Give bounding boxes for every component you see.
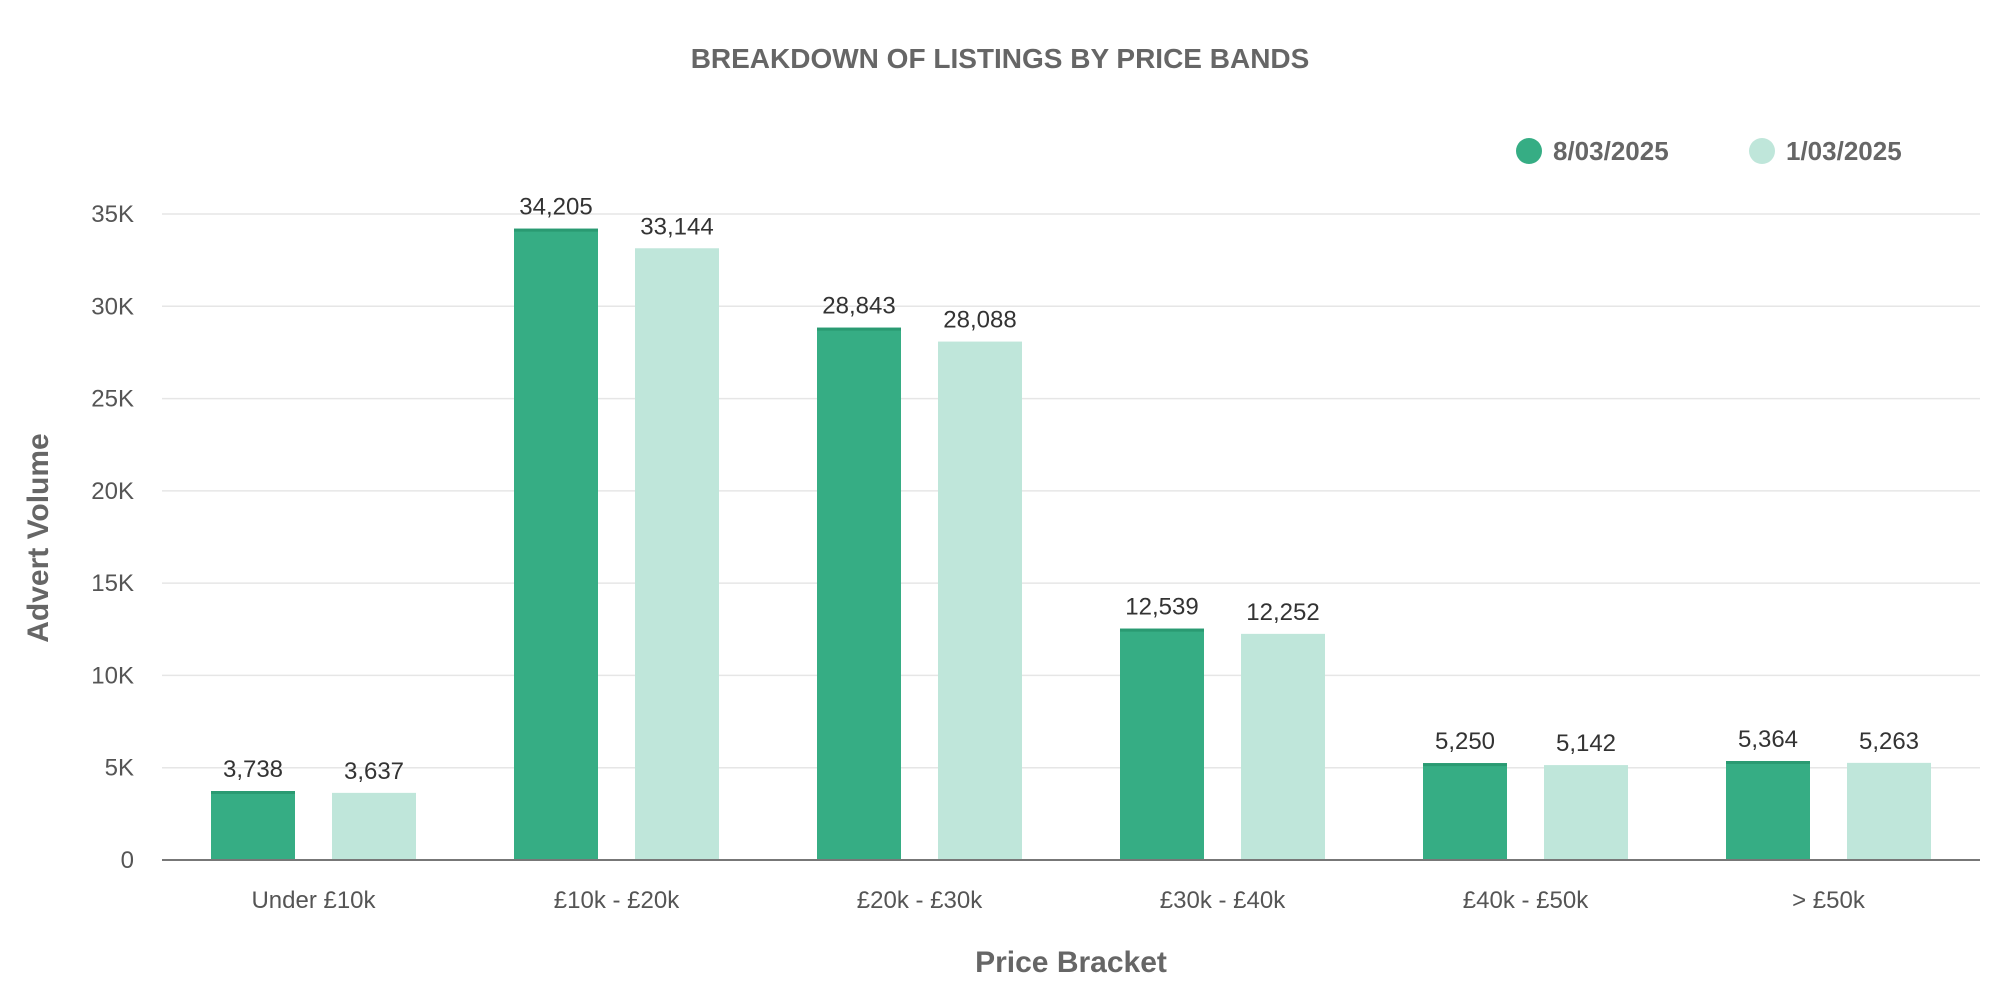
bar-series-1: [1423, 763, 1507, 860]
data-label: 34,205: [519, 194, 592, 221]
bar-series-2: [332, 792, 416, 860]
y-tick-label: 25K: [91, 386, 134, 413]
y-tick-label: 30K: [91, 293, 134, 320]
legend-item[interactable]: 8/03/2025: [1516, 136, 1669, 166]
data-label: 33,144: [640, 213, 713, 240]
legend: 8/03/2025 1/03/2025: [1516, 136, 1902, 166]
data-label: 5,142: [1556, 730, 1616, 757]
y-tick-label: 15K: [91, 570, 134, 597]
y-tick-label: 35K: [91, 201, 134, 228]
data-label: 3,738: [223, 756, 283, 783]
data-label: 3,637: [344, 758, 404, 785]
data-label: 28,088: [943, 307, 1016, 334]
data-label: 5,250: [1435, 728, 1495, 755]
legend-label: 8/03/2025: [1553, 136, 1669, 166]
bar-series-2: [938, 341, 1022, 860]
x-tick-label: Under £10k: [251, 887, 376, 914]
bar-series-2: [635, 248, 719, 860]
x-tick-label: £10k - £20k: [554, 887, 680, 914]
y-axis-ticks: 0 5K 10K 15K 20K 25K 30K 35K: [91, 201, 134, 874]
x-axis-title: Price Bracket: [975, 946, 1167, 979]
data-label: 12,539: [1125, 594, 1198, 621]
legend-item[interactable]: 1/03/2025: [1749, 136, 1902, 166]
x-axis-ticks: Under £10k £10k - £20k £20k - £30k £30k - £…: [251, 887, 1865, 914]
bar-series-2: [1241, 633, 1325, 860]
bar-series-2: [1544, 765, 1628, 860]
x-tick-label: > £50k: [1792, 887, 1866, 914]
legend-marker: [1516, 138, 1542, 164]
legend-label: 1/03/2025: [1786, 136, 1902, 166]
data-labels: 3,738 3,637 34,205 33,144 28,843 28,088 12,539…: [223, 194, 1919, 785]
y-tick-label: 10K: [91, 662, 134, 689]
data-label: 12,252: [1246, 599, 1319, 626]
gridlines: [162, 213, 1980, 769]
y-tick-label: 5K: [105, 755, 134, 782]
y-axis-title: Advert Volume: [22, 433, 55, 643]
legend-marker: [1749, 138, 1775, 164]
bar-series-1: [817, 327, 901, 860]
bar-series-1: [514, 228, 598, 860]
y-tick-label: 0: [121, 847, 134, 874]
data-label: 5,263: [1859, 728, 1919, 755]
chart-title: BREAKDOWN OF LISTINGS BY PRICE BANDS: [691, 43, 1310, 74]
bar-series-1: [1120, 628, 1204, 860]
data-label: 28,843: [822, 293, 895, 320]
data-label: 5,364: [1738, 726, 1798, 753]
bar-series-1: [1726, 760, 1810, 860]
x-tick-label: £30k - £40k: [1160, 887, 1286, 914]
x-tick-label: £20k - £30k: [857, 887, 983, 914]
bar-series-2: [1847, 762, 1931, 860]
bar-series-1: [211, 791, 295, 860]
bars: [211, 228, 1931, 860]
x-tick-label: £40k - £50k: [1463, 887, 1589, 914]
y-tick-label: 20K: [91, 478, 134, 505]
